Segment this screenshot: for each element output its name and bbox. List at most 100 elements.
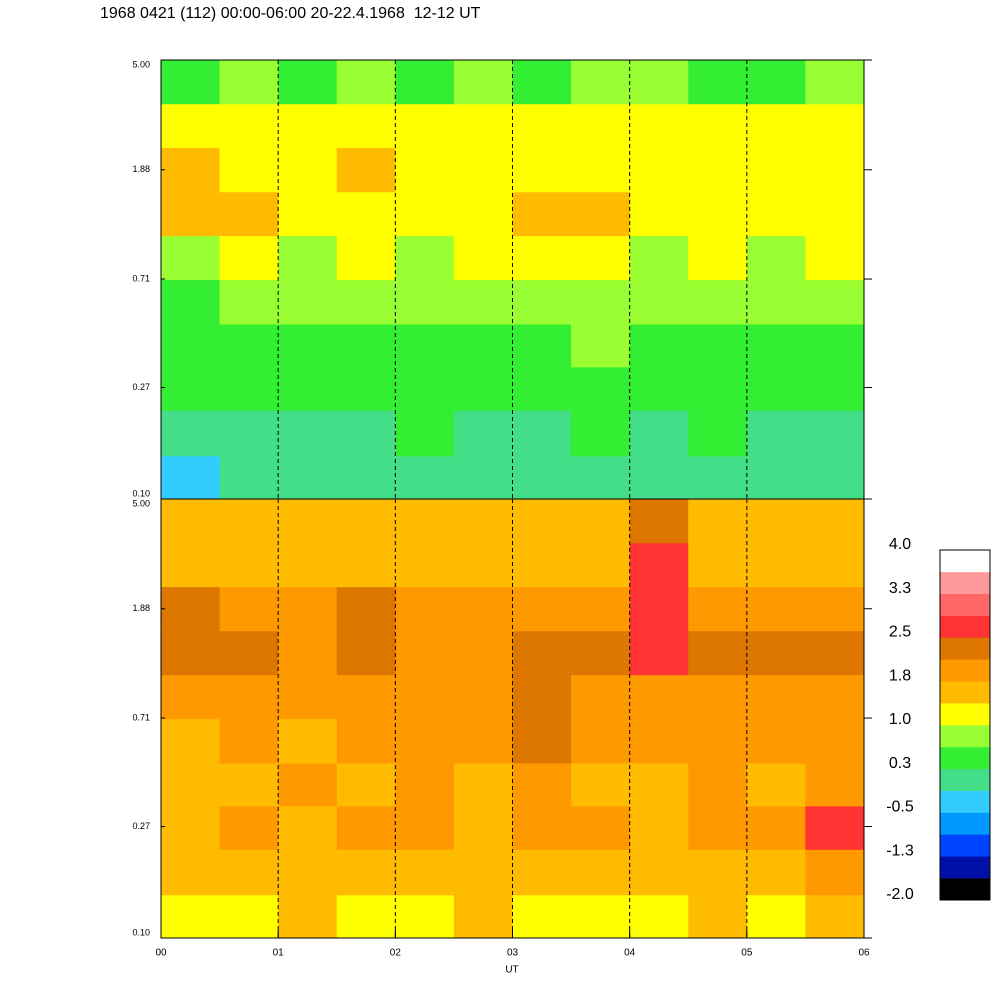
heatmap-cell bbox=[746, 147, 806, 193]
heatmap-cell bbox=[219, 191, 279, 237]
colorbar-label: 2.5 bbox=[889, 624, 911, 641]
heatmap-cell bbox=[688, 586, 748, 632]
heatmap-cell bbox=[161, 718, 221, 764]
heatmap-cell bbox=[629, 410, 689, 457]
heatmap-cell bbox=[805, 410, 865, 457]
heatmap-cell bbox=[805, 324, 865, 368]
heatmap-cell bbox=[161, 894, 221, 939]
colorbar-swatch bbox=[940, 637, 990, 660]
heatmap-cell bbox=[571, 455, 631, 500]
heatmap-cell bbox=[278, 366, 338, 411]
heatmap-cell bbox=[219, 324, 279, 368]
heatmap-cell bbox=[395, 542, 455, 588]
heatmap-cell bbox=[746, 191, 806, 237]
heatmap-cell bbox=[512, 235, 572, 281]
heatmap-cell bbox=[395, 60, 455, 105]
heatmap-cell bbox=[805, 718, 865, 764]
heatmap-cell bbox=[395, 499, 455, 544]
x-tick-label: 06 bbox=[858, 948, 870, 959]
heatmap-cell bbox=[336, 279, 396, 325]
heatmap-cell bbox=[453, 147, 513, 193]
colorbar-label: 1.8 bbox=[889, 667, 911, 684]
heatmap-cell bbox=[571, 894, 631, 939]
heatmap-cell bbox=[219, 103, 279, 149]
colorbar-swatch bbox=[940, 593, 990, 616]
heatmap-cell bbox=[453, 235, 513, 281]
heatmap-cell bbox=[278, 630, 338, 676]
heatmap-cell bbox=[161, 147, 221, 193]
heatmap-cell bbox=[161, 805, 221, 850]
heatmap-cell bbox=[512, 60, 572, 105]
heatmap-cell bbox=[805, 147, 865, 193]
y-tick-label: 0.10 bbox=[132, 927, 150, 937]
heatmap-cell bbox=[453, 455, 513, 500]
heatmap-cell bbox=[395, 455, 455, 500]
heatmap-cell bbox=[453, 805, 513, 850]
heatmap-cell bbox=[395, 630, 455, 676]
heatmap-cell bbox=[571, 410, 631, 457]
heatmap-cell bbox=[219, 499, 279, 544]
heatmap-cell bbox=[629, 235, 689, 281]
heatmap-cell bbox=[336, 410, 396, 457]
heatmap-cell bbox=[805, 455, 865, 500]
heatmap-cell bbox=[746, 410, 806, 457]
heatmap-cell bbox=[571, 586, 631, 632]
heatmap-cell bbox=[395, 410, 455, 457]
heatmap-cell bbox=[688, 103, 748, 149]
x-tick-label: 03 bbox=[507, 948, 519, 959]
heatmap-cell bbox=[219, 235, 279, 281]
heatmap-cell bbox=[746, 103, 806, 149]
heatmap-cell bbox=[629, 674, 689, 720]
heatmap-cell bbox=[278, 586, 338, 632]
x-tick-label: 00 bbox=[155, 948, 167, 959]
heatmap-cell bbox=[629, 324, 689, 368]
heatmap-cell bbox=[395, 805, 455, 850]
heatmap-cell bbox=[161, 499, 221, 544]
heatmap-cell bbox=[629, 279, 689, 325]
colorbar-swatch bbox=[940, 746, 990, 770]
colorbar-swatch bbox=[940, 703, 990, 726]
heatmap-cell bbox=[336, 849, 396, 896]
heatmap-cell bbox=[278, 191, 338, 237]
heatmap-cell bbox=[512, 191, 572, 237]
heatmap-cell bbox=[453, 366, 513, 411]
heatmap-cell bbox=[336, 674, 396, 720]
heatmap-cell bbox=[336, 191, 396, 237]
heatmap-cell bbox=[571, 849, 631, 896]
x-tick-label: 01 bbox=[273, 948, 285, 959]
heatmap-cell bbox=[453, 630, 513, 676]
heatmap-cell bbox=[453, 499, 513, 544]
heatmap-cell bbox=[512, 499, 572, 544]
heatmap-cell bbox=[746, 674, 806, 720]
heatmap-cell bbox=[161, 763, 221, 807]
heatmap-cell bbox=[688, 718, 748, 764]
heatmap-cell bbox=[161, 60, 221, 105]
heatmap-cell bbox=[746, 718, 806, 764]
heatmap-cell bbox=[746, 849, 806, 896]
heatmap-cell bbox=[746, 586, 806, 632]
heatmap-cell bbox=[336, 147, 396, 193]
heatmap-cell bbox=[219, 630, 279, 676]
heatmap-cell bbox=[746, 279, 806, 325]
heatmap-cell bbox=[629, 763, 689, 807]
heatmap-cell bbox=[688, 455, 748, 500]
heatmap-cell bbox=[161, 279, 221, 325]
heatmap-cell bbox=[688, 805, 748, 850]
heatmap-cell bbox=[336, 499, 396, 544]
heatmap-cell bbox=[512, 455, 572, 500]
heatmap-cell bbox=[219, 763, 279, 807]
heatmap-cell bbox=[161, 849, 221, 896]
heatmap-cell bbox=[395, 366, 455, 411]
heatmap-cell bbox=[805, 586, 865, 632]
heatmap-cell bbox=[512, 718, 572, 764]
heatmap-cell bbox=[688, 499, 748, 544]
heatmap-cell bbox=[688, 60, 748, 105]
heatmap-cell bbox=[512, 763, 572, 807]
heatmap-cell bbox=[395, 849, 455, 896]
y-tick-label: 1.88 bbox=[132, 164, 150, 174]
heatmap-cell bbox=[512, 103, 572, 149]
heatmap-cell bbox=[278, 542, 338, 588]
heatmap-cell bbox=[336, 894, 396, 939]
heatmap-cell bbox=[571, 366, 631, 411]
